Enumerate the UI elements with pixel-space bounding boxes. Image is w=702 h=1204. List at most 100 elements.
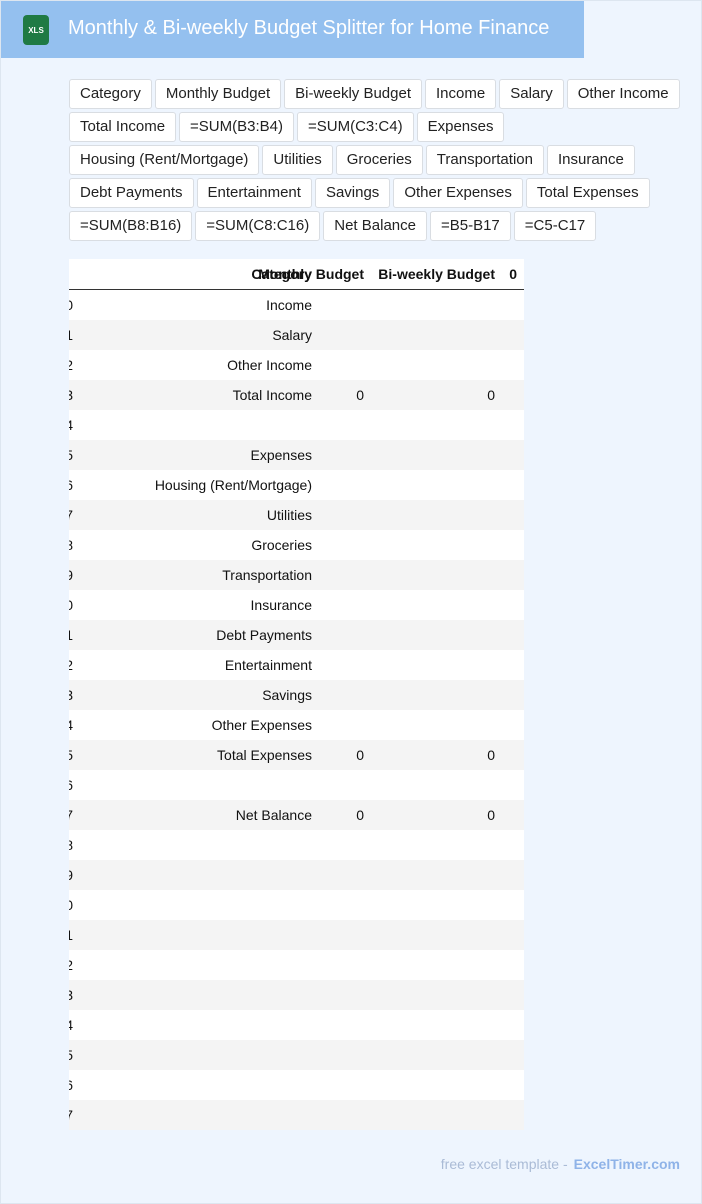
chip[interactable]: =SUM(B8:B16) [69,211,193,241]
table-row: 0 Income [69,290,524,320]
title: Monthly & Bi-weekly Budget Splitter for … [68,17,550,39]
row-index: 27 [69,1100,73,1130]
cell: Utilities [266,507,312,523]
row-index: 22 [69,950,73,980]
row-index: 19 [69,860,73,890]
header: XLS Monthly & Bi-weekly Budget Splitter … [1,1,584,58]
column-header: 0 [509,266,517,282]
chip[interactable]: =SUM(B3:B4) [179,112,294,142]
chip[interactable]: Groceries [335,145,423,175]
cell: Other Expenses [211,717,312,733]
chip[interactable]: Salary [499,79,564,109]
column-header: Category [251,266,312,282]
cell: 0 [356,387,364,403]
chip[interactable]: Housing (Rent/Mortgage) [69,145,260,175]
footer-brand[interactable]: ExcelTimer.com [573,1156,680,1172]
row-index: 20 [69,890,73,920]
table-row: 11 Debt Payments [69,620,524,650]
table-row: 1 Salary [69,320,524,350]
file-icon: XLS [23,15,49,45]
row-index: 4 [69,410,73,440]
row-index: 5 [69,440,73,470]
table-row: 6 Housing (Rent/Mortgage) [69,470,524,500]
table-row: 26 [69,1070,524,1100]
chip[interactable]: =C5-C17 [513,211,597,241]
cell: Entertainment [224,657,312,673]
table-row: 25 [69,1040,524,1070]
cell: Income [266,297,312,313]
table-row: 20 [69,890,524,920]
table-row: 19 [69,860,524,890]
chip[interactable]: =SUM(C8:C16) [195,211,321,241]
row-index: 12 [69,650,73,680]
row-index: 6 [69,470,73,500]
row-index: 21 [69,920,73,950]
table-row: 16 [69,770,524,800]
row-index: 25 [69,1040,73,1070]
row-index: 13 [69,680,73,710]
cell: Net Balance [235,807,312,823]
cell: 0 [487,747,495,763]
table-row: 12 Entertainment [69,650,524,680]
row-index: 26 [69,1070,73,1100]
table-row: 23 [69,980,524,1010]
cell: Insurance [250,597,312,613]
table-row: 18 [69,830,524,860]
chip[interactable]: Debt Payments [69,178,194,208]
chip[interactable]: Net Balance [323,211,427,241]
footer: free excel template - ExcelTimer.com [441,1156,680,1172]
chip[interactable]: Other Income [566,79,680,109]
chip[interactable]: Monthly Budget [154,79,282,109]
table-row: 9 Transportation [69,560,524,590]
chip[interactable]: Entertainment [196,178,312,208]
row-index: 15 [69,740,73,770]
row-index: 8 [69,530,73,560]
chip[interactable]: Income [425,79,497,109]
table-row: 2 Other Income [69,350,524,380]
chip[interactable]: Total Income [69,112,177,142]
cell: Transportation [222,567,312,583]
cell: Salary [272,327,312,343]
table-row: 22 [69,950,524,980]
table-row: 5 Expenses [69,440,524,470]
row-index: 24 [69,1010,73,1040]
chip-list: Category Monthly Budget Bi-weekly Budget In… [69,79,693,241]
chip[interactable]: Total Expenses [525,178,650,208]
chip[interactable]: =SUM(C3:C4) [297,112,414,142]
row-index: 17 [69,800,73,830]
table-row: 14 Other Expenses [69,710,524,740]
chip[interactable]: Expenses [416,112,505,142]
chip[interactable]: Other Expenses [393,178,523,208]
table-row: 21 [69,920,524,950]
row-index: 14 [69,710,73,740]
chip[interactable]: Insurance [546,145,635,175]
row-index: 10 [69,590,73,620]
column-header: Bi-weekly Budget [378,266,495,282]
chip[interactable]: =B5-B17 [429,211,511,241]
table-row: 7 Utilities [69,500,524,530]
row-index: 1 [69,320,73,350]
table-row: 15 Total Expenses 0 0 [69,740,524,770]
row-index: 16 [69,770,73,800]
cell: Total Income [232,387,312,403]
table-row: 27 [69,1100,524,1130]
table-row: 3 Total Income 0 0 [69,380,524,410]
column-header: Monthly Budget [258,266,364,282]
cell: Total Expenses [217,747,312,763]
table-row: 10 Insurance [69,590,524,620]
row-index: 2 [69,350,73,380]
cell: Debt Payments [216,627,312,643]
chip[interactable]: Savings [314,178,391,208]
chip[interactable]: Transportation [425,145,544,175]
chip[interactable]: Utilities [262,145,333,175]
row-index: 7 [69,500,73,530]
header-row: Category Monthly Budget Bi-weekly Budget 0 [69,259,524,290]
cell: Savings [262,687,312,703]
chip[interactable]: Category [69,79,152,109]
chip[interactable]: Bi-weekly Budget [284,79,423,109]
cell: Other Income [227,357,312,373]
cell: 0 [487,387,495,403]
cell: Expenses [250,447,312,463]
